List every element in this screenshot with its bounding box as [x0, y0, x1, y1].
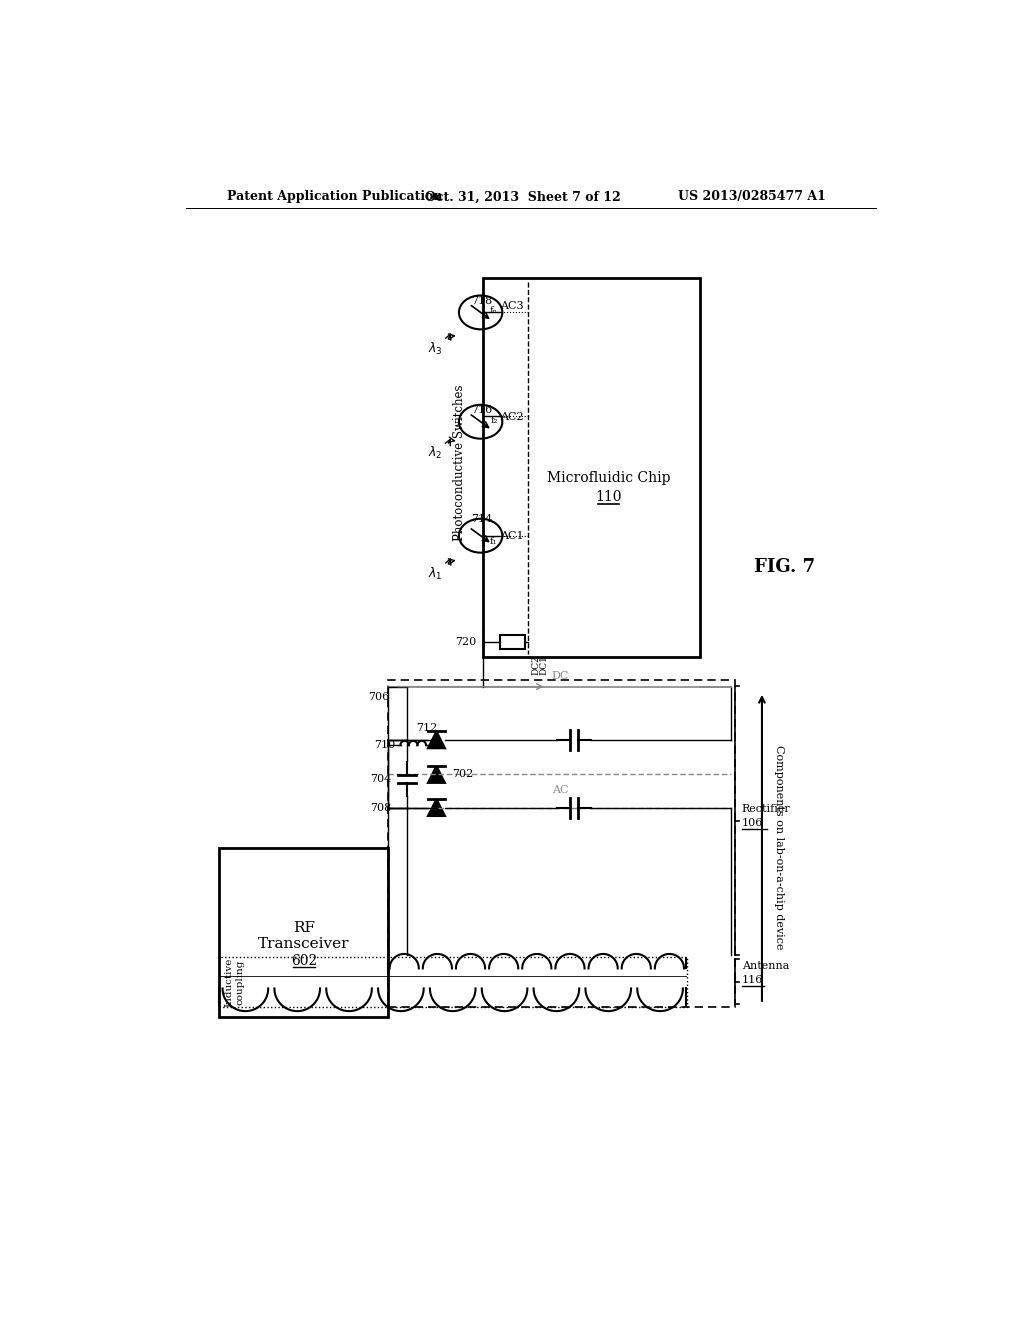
Bar: [500, 635, 524, 649]
Text: 712: 712: [417, 723, 437, 733]
Text: Antenna: Antenna: [741, 961, 790, 972]
Polygon shape: [428, 799, 445, 816]
Text: Photoconductive Switches: Photoconductive Switches: [454, 384, 466, 541]
Text: FIG. 7: FIG. 7: [755, 557, 815, 576]
Text: Patent Application Publication: Patent Application Publication: [227, 190, 442, 203]
Bar: [219, 847, 388, 1016]
Bar: [388, 680, 735, 1007]
Text: 706: 706: [368, 693, 389, 702]
Bar: [219, 957, 687, 1007]
Text: 702: 702: [452, 770, 473, 779]
Text: 110: 110: [595, 490, 622, 504]
Text: 710: 710: [374, 741, 395, 750]
Text: Transceiver: Transceiver: [258, 937, 349, 950]
Text: 720: 720: [456, 638, 477, 647]
Text: AC2: AC2: [500, 412, 523, 422]
Text: Rectifier: Rectifier: [741, 804, 791, 814]
Text: Microfluidic Chip: Microfluidic Chip: [547, 471, 671, 484]
Text: 708: 708: [371, 804, 391, 813]
Text: Inductive
coupling: Inductive coupling: [225, 957, 245, 1007]
Text: $\lambda_1$: $\lambda_1$: [428, 566, 443, 582]
Text: AC3: AC3: [500, 301, 523, 312]
Text: 704: 704: [371, 774, 391, 784]
Text: fₙ: fₙ: [489, 306, 498, 315]
Text: $\lambda_2$: $\lambda_2$: [428, 445, 443, 462]
Polygon shape: [428, 766, 445, 783]
Text: US 2013/0285477 A1: US 2013/0285477 A1: [678, 190, 825, 203]
Text: RF: RF: [293, 921, 315, 936]
Text: DC2: DC2: [531, 655, 540, 675]
Text: f₁: f₁: [490, 537, 498, 545]
Text: 106: 106: [741, 818, 763, 828]
Bar: [483, 277, 700, 657]
Text: Components on lab-on-a-chip device: Components on lab-on-a-chip device: [773, 746, 783, 950]
Polygon shape: [428, 731, 445, 748]
Text: AC: AC: [552, 785, 568, 795]
Text: Oct. 31, 2013  Sheet 7 of 12: Oct. 31, 2013 Sheet 7 of 12: [425, 190, 622, 203]
Text: f₂: f₂: [490, 416, 498, 425]
Text: 116: 116: [741, 975, 763, 985]
Text: $\lambda_3$: $\lambda_3$: [428, 342, 443, 358]
Text: 718: 718: [471, 296, 493, 306]
Text: 602: 602: [291, 954, 317, 968]
Text: AC1: AC1: [500, 531, 523, 541]
Text: 716: 716: [471, 405, 493, 416]
Text: 714: 714: [471, 513, 493, 524]
Text: DC: DC: [552, 672, 569, 681]
Text: DC1: DC1: [540, 655, 549, 675]
